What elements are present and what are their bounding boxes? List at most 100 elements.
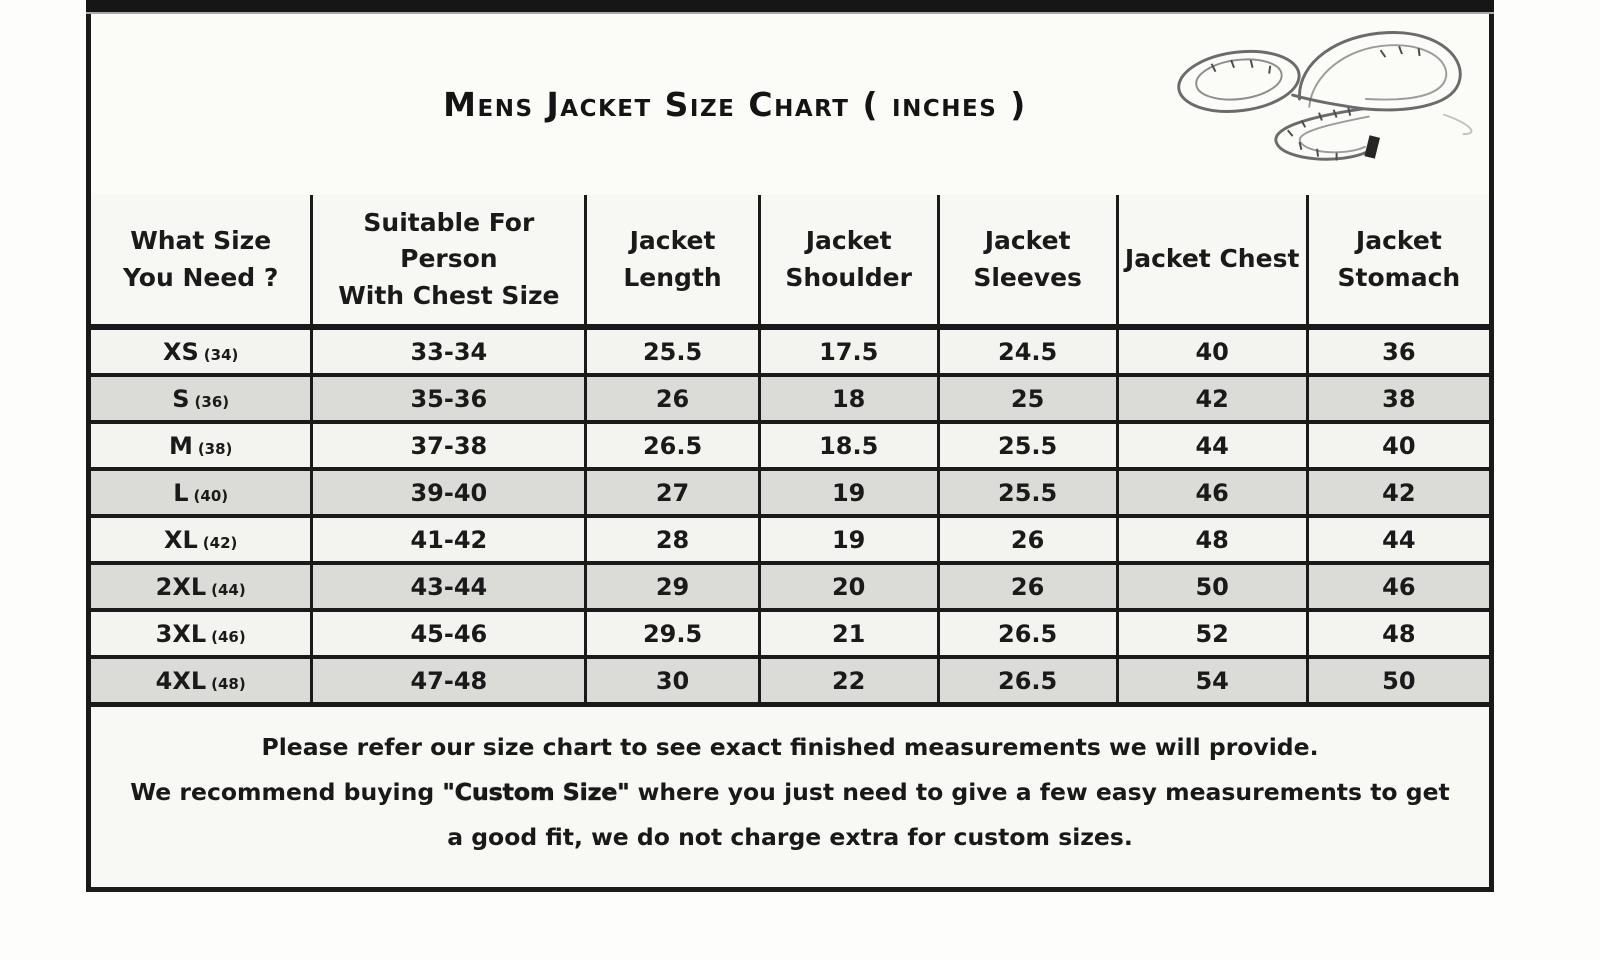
sleeves-cell: 25.5	[936, 420, 1119, 471]
size-cell: XS (34)	[91, 325, 314, 377]
size-note: (48)	[211, 674, 246, 693]
shoulder-cell: 19	[757, 467, 940, 518]
length-cell: 26	[584, 373, 761, 424]
length-cell: 25.5	[584, 325, 761, 377]
chest-cell: 54	[1115, 655, 1309, 702]
length-cell: 29.5	[584, 608, 761, 659]
size-label: XS	[162, 337, 199, 366]
size-label: XL	[163, 525, 198, 554]
stomach-cell: 36	[1305, 325, 1489, 377]
length-cell: 27	[584, 467, 761, 518]
size-cell: 4XL (48)	[91, 655, 314, 702]
size-note: (36)	[194, 392, 230, 411]
chest-cell: 42	[1115, 373, 1309, 424]
chest-fit-cell: 37-38	[310, 420, 588, 471]
shoulder-cell: 22	[757, 655, 940, 702]
table-row-s: S (36) 35-36 26 18 25 42 38	[91, 373, 1489, 424]
size-cell: 2XL (44)	[91, 561, 314, 612]
table-row-xs: XS (34) 33-34 25.5 17.5 24.5 40 36	[91, 325, 1489, 377]
table-row-2xl: 2XL (44) 43-44 29 20 26 50 46	[91, 561, 1489, 612]
column-header-jacket-stomach: Jacket Stomach	[1305, 195, 1489, 330]
size-cell: XL (42)	[91, 514, 314, 565]
size-note: (46)	[211, 627, 246, 646]
stomach-cell: 42	[1305, 467, 1489, 518]
table-row-3xl: 3XL (46) 45-46 29.5 21 26.5 52 48	[91, 608, 1489, 659]
table-row-m: M (38) 37-38 26.5 18.5 25.5 44 40	[91, 420, 1489, 471]
size-note: (40)	[193, 486, 229, 505]
size-cell: L (40)	[91, 467, 314, 518]
size-label: M	[168, 431, 193, 460]
length-cell: 28	[584, 514, 761, 565]
size-note: (38)	[197, 439, 233, 458]
size-cell: 3XL (46)	[91, 608, 314, 659]
shoulder-cell: 19	[757, 514, 940, 565]
footer-line-2-before: We recommend buying	[130, 778, 443, 806]
column-header-jacket-length: Jacket Length	[584, 195, 761, 330]
footer-line-3: a good fit, we do not charge extra for c…	[447, 823, 1133, 851]
length-cell: 29	[584, 561, 761, 612]
footer-note: Please refer our size chart to see exact…	[91, 702, 1489, 887]
length-cell: 26.5	[584, 420, 761, 471]
shoulder-cell: 21	[757, 608, 940, 659]
table-row-xl: XL (42) 41-42 28 19 26 48 44	[91, 514, 1489, 565]
chest-cell: 48	[1115, 514, 1309, 565]
header-row: What Size You Need ? Suitable For Person…	[91, 195, 1489, 330]
chest-fit-cell: 47-48	[310, 655, 588, 702]
size-cell: S (36)	[91, 373, 314, 424]
column-header-jacket-shoulder: Jacket Shoulder	[757, 195, 940, 330]
sleeves-cell: 26	[936, 561, 1119, 612]
length-cell: 30	[584, 655, 761, 702]
footer-line-2-after: where you just need to give a few easy m…	[629, 778, 1450, 806]
sleeves-cell: 24.5	[936, 325, 1119, 377]
stomach-cell: 44	[1305, 514, 1489, 565]
size-chart-box: Mens Jacket Size Chart ( inches )	[86, 14, 1494, 892]
column-header-jacket-sleeves: Jacket Sleeves	[936, 195, 1119, 330]
footer-line-1: Please refer our size chart to see exact…	[261, 733, 1319, 761]
size-label: S	[172, 384, 190, 413]
size-chart-table: What Size You Need ? Suitable For Person…	[91, 195, 1489, 702]
chest-cell: 52	[1115, 608, 1309, 659]
stomach-cell: 50	[1305, 655, 1489, 702]
stomach-cell: 48	[1305, 608, 1489, 659]
shoulder-cell: 18.5	[757, 420, 940, 471]
chest-fit-cell: 45-46	[310, 608, 588, 659]
shoulder-cell: 17.5	[757, 325, 940, 377]
size-cell: M (38)	[91, 420, 314, 471]
shoulder-cell: 18	[757, 373, 940, 424]
size-note: (34)	[203, 345, 239, 364]
footer-line-2: We recommend buying "Custom Size" where …	[91, 770, 1489, 815]
size-note: (44)	[211, 580, 246, 599]
sleeves-cell: 26.5	[936, 655, 1119, 702]
chart-title: Mens Jacket Size Chart ( inches )	[443, 85, 1027, 124]
top-divider-bar	[86, 0, 1494, 14]
size-label: L	[173, 478, 189, 507]
chest-fit-cell: 33-34	[310, 325, 588, 377]
stomach-cell: 38	[1305, 373, 1489, 424]
tape-measure-icon	[1177, 31, 1473, 161]
table-row-l: L (40) 39-40 27 19 25.5 46 42	[91, 467, 1489, 518]
stomach-cell: 40	[1305, 420, 1489, 471]
chest-cell: 44	[1115, 420, 1309, 471]
chest-cell: 40	[1115, 325, 1309, 377]
size-label: 4XL	[155, 666, 207, 695]
chest-fit-cell: 43-44	[310, 561, 588, 612]
title-section: Mens Jacket Size Chart ( inches )	[91, 14, 1489, 195]
size-label: 2XL	[155, 572, 207, 601]
sleeves-cell: 25.5	[936, 467, 1119, 518]
shoulder-cell: 20	[757, 561, 940, 612]
sleeves-cell: 26.5	[936, 608, 1119, 659]
size-label: 3XL	[155, 619, 207, 648]
chest-cell: 46	[1115, 467, 1309, 518]
sleeves-cell: 25	[936, 373, 1119, 424]
chest-fit-cell: 35-36	[310, 373, 588, 424]
chest-fit-cell: 41-42	[310, 514, 588, 565]
column-header-what-size: What Size You Need ?	[91, 195, 314, 330]
stomach-cell: 46	[1305, 561, 1489, 612]
size-note: (42)	[202, 533, 238, 552]
chest-cell: 50	[1115, 561, 1309, 612]
column-header-jacket-chest: Jacket Chest	[1115, 195, 1309, 330]
sleeves-cell: 26	[936, 514, 1119, 565]
table-row-4xl: 4XL (48) 47-48 30 22 26.5 54 50	[91, 655, 1489, 702]
chest-fit-cell: 39-40	[310, 467, 588, 518]
